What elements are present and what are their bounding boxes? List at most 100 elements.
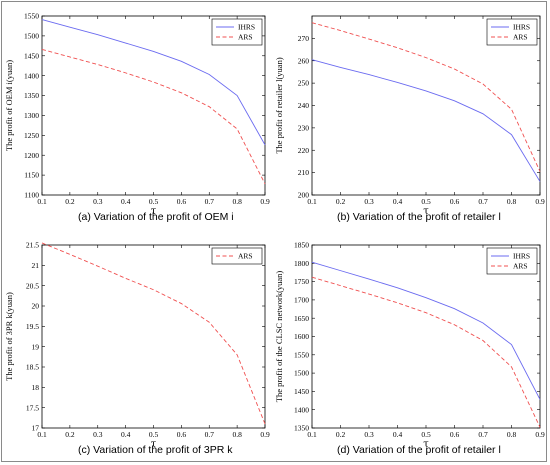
y-tick-label: 1350: [24, 91, 39, 100]
x-tick-label: 0.2: [336, 197, 346, 206]
x-tick-label: 0.3: [364, 197, 374, 206]
x-axis-label: τ: [423, 439, 429, 450]
y-tick-label: 1450: [294, 387, 309, 396]
y-tick-label: 1450: [24, 51, 39, 60]
y-tick-label: 19: [32, 342, 40, 351]
caption-a: (a) Variation of the profit of OEM i: [78, 211, 234, 223]
y-tick-label: 1300: [24, 111, 39, 120]
x-tick-label: 0.1: [37, 430, 47, 439]
y-tick-label: 250: [298, 79, 310, 88]
x-tick-label: 0.7: [478, 430, 488, 439]
legend-label-ars: ARS: [513, 262, 528, 271]
legend-label-ihrs: IHRS: [513, 252, 530, 261]
x-tick-label: 0.8: [232, 197, 242, 206]
x-tick-label: 0.1: [307, 197, 317, 206]
x-tick-label: 0.7: [478, 197, 488, 206]
y-tick-label: 20.5: [26, 281, 39, 290]
series-line-ihrs: [41, 19, 266, 146]
legend-label-ars: ARS: [238, 33, 253, 42]
y-tick-label: 220: [298, 146, 310, 155]
y-tick-label: 1200: [24, 151, 39, 160]
y-tick-label: 21: [32, 261, 40, 270]
y-tick-label: 1750: [294, 277, 309, 286]
y-tick-label: 270: [298, 34, 310, 43]
y-tick-label: 1350: [294, 424, 309, 433]
y-tick-label: 260: [298, 56, 310, 65]
x-tick-label: 0.4: [393, 430, 403, 439]
legend-label-ihrs: IHRS: [513, 23, 530, 32]
x-tick-label: 0.6: [177, 197, 187, 206]
y-tick-label: 1550: [24, 12, 39, 21]
y-tick-label: 1850: [294, 241, 309, 250]
series-line-ars: [41, 242, 266, 425]
x-tick-label: 0.2: [65, 430, 75, 439]
plot-area: [41, 244, 266, 429]
y-tick-label: 18.5: [26, 363, 39, 372]
x-tick-label: 0.5: [149, 197, 159, 206]
x-tick-label: 0.7: [205, 430, 215, 439]
legend-label-ihrs: IHRS: [238, 23, 255, 32]
legend-label-ars: ARS: [513, 33, 528, 42]
x-tick-label: 0.2: [65, 197, 75, 206]
y-tick-label: 18: [32, 383, 40, 392]
y-tick-label: 1400: [294, 405, 309, 414]
chart-a: 0.1 0.2 0.3 0.4 0.5 0.6 0.7 0.8 0.9 1100 1150 1200 1…: [4, 12, 270, 217]
x-tick-label: 0.4: [121, 430, 131, 439]
x-tick-label: 0.7: [205, 197, 215, 206]
x-tick-label: 0.3: [93, 430, 103, 439]
series-line-ihrs: [311, 261, 541, 400]
x-tick-label: 0.1: [307, 430, 317, 439]
chart-d: 0.1 0.2 0.3 0.4 0.5 0.6 0.7 0.8 0.9 1350 1400 1450 1…: [274, 241, 545, 450]
y-tick-label: 19.5: [26, 322, 39, 331]
y-tick-label: 17.5: [26, 403, 39, 412]
series-line-ars: [41, 48, 266, 185]
caption-c: (c) Variation of the profit of 3PR k: [78, 444, 233, 456]
y-tick-label: 200: [298, 191, 310, 200]
x-tick-label: 0.9: [535, 197, 545, 206]
x-tick-label: 0.3: [93, 197, 103, 206]
y-tick-label: 1500: [294, 369, 309, 378]
y-tick-label: 1100: [24, 191, 39, 200]
y-tick-label: 1700: [294, 296, 309, 305]
y-axis-label: The profit of the CLSC network(yuan): [274, 271, 284, 403]
x-tick-label: 0.8: [507, 430, 517, 439]
legend: [486, 18, 538, 46]
x-tick-label: 0.9: [535, 430, 545, 439]
y-tick-label: 230: [298, 123, 310, 132]
x-tick-label: 0.3: [364, 430, 374, 439]
y-tick-label: 17: [32, 424, 40, 433]
x-axis-label: τ: [151, 206, 157, 217]
chart-b: 0.1 0.2 0.3 0.4 0.5 0.6 0.7 0.8 0.9 200 210 220 230 2…: [274, 15, 545, 217]
y-tick-label: 1550: [294, 350, 309, 359]
y-tick-label: 1250: [24, 131, 39, 140]
x-tick-label: 0.9: [260, 197, 270, 206]
x-axis-label: τ: [423, 206, 429, 217]
y-tick-label: 1150: [24, 171, 39, 180]
y-tick-label: 1400: [24, 71, 39, 80]
y-axis-label: The profit of OEM i(yuan): [4, 60, 14, 151]
x-tick-label: 0.5: [421, 197, 431, 206]
y-tick-label: 1600: [294, 332, 309, 341]
y-tick-label: 240: [298, 101, 310, 110]
caption-d: (d) Variation of the profit of retailer …: [337, 444, 501, 456]
legend-label-ars: ARS: [238, 252, 253, 261]
x-tick-label: 0.4: [121, 197, 131, 206]
y-tick-label: 20: [32, 302, 40, 311]
x-tick-label: 0.6: [450, 197, 460, 206]
x-tick-label: 0.6: [177, 430, 187, 439]
y-tick-label: 1500: [24, 31, 39, 40]
y-tick-label: 1800: [294, 259, 309, 268]
y-tick-label: 1650: [294, 314, 309, 323]
x-tick-label: 0.5: [149, 430, 159, 439]
y-tick-label: 21.5: [26, 241, 39, 250]
y-tick-label: 210: [298, 168, 310, 177]
x-tick-label: 0.8: [507, 197, 517, 206]
y-axis-label: The profit of retailer l(yuan): [274, 57, 284, 153]
series-line-ars: [311, 22, 541, 172]
legend: [211, 18, 263, 46]
legend: [211, 247, 263, 265]
x-tick-label: 0.2: [336, 430, 346, 439]
x-tick-label: 0.1: [37, 197, 47, 206]
chart-c: 0.1 0.2 0.3 0.4 0.5 0.6 0.7 0.8 0.9 17 17.5 18 18.5 1…: [4, 241, 270, 450]
